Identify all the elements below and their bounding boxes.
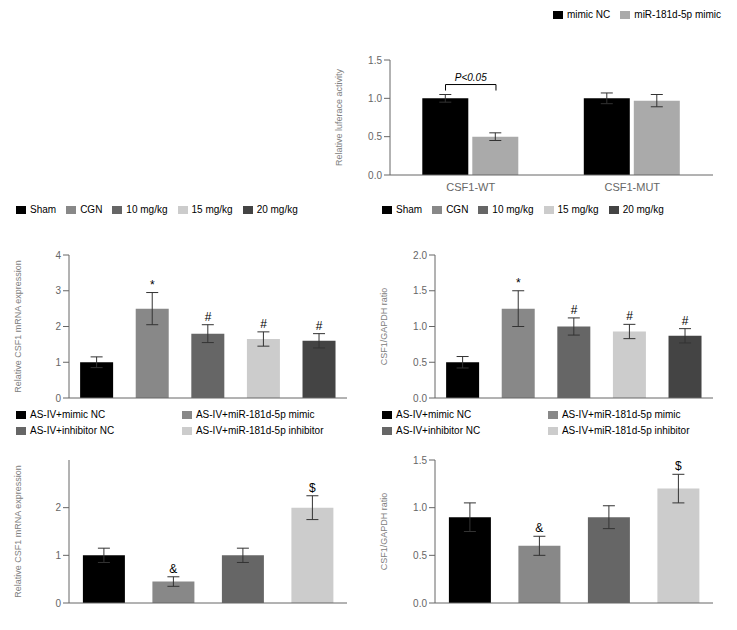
- html-text:AS-IV+miR-181d-5p mimic: AS-IV+miR-181d-5p mimic: [195, 409, 315, 420]
- svg-text:1.5: 1.5: [413, 285, 427, 296]
- html-text:miR-181d-5p mimic: miR-181d-5p mimic: [634, 9, 721, 20]
- html-text:mimic NC: mimic NC: [567, 9, 611, 20]
- svg-text:0.5: 0.5: [413, 357, 427, 368]
- html-text:AS-IV+miR-181d-5p inhibitor: AS-IV+miR-181d-5p inhibitor: [561, 425, 690, 436]
- svg-text:#: #: [626, 309, 633, 323]
- svg-text:0.5: 0.5: [368, 131, 382, 142]
- svg-text:0: 0: [55, 393, 61, 404]
- html-text:AS-IV+inhibitor NC: AS-IV+inhibitor NC: [396, 425, 481, 436]
- svg-text:1.5: 1.5: [368, 55, 382, 66]
- html-text:AS-IV+miR-181d-5p inhibitor: AS-IV+miR-181d-5p inhibitor: [195, 425, 324, 436]
- svg-text:3: 3: [55, 285, 61, 296]
- svg-text:CSF1-WT: CSF1-WT: [446, 181, 495, 193]
- svg-text:2.0: 2.0: [413, 250, 427, 261]
- svg-text:CSF1-MUT: CSF1-MUT: [604, 181, 660, 193]
- html-text:15 mg/kg: 15 mg/kg: [557, 204, 599, 215]
- svg-text:0.0: 0.0: [368, 170, 382, 181]
- svg-text:*: *: [516, 276, 521, 290]
- svg-text:Relative luferace activity: Relative luferace activity: [334, 68, 344, 166]
- html-text:10 mg/kg: 10 mg/kg: [492, 204, 534, 215]
- svg-text:4: 4: [55, 250, 61, 261]
- svg-text:1.5: 1.5: [413, 455, 427, 466]
- svg-text:Relative CSF1 mRNA expression: Relative CSF1 mRNA expression: [13, 465, 23, 598]
- svg-text:1: 1: [55, 550, 61, 561]
- html-text:AS-IV+inhibitor NC: AS-IV+inhibitor NC: [30, 425, 115, 436]
- svg-text:0: 0: [55, 598, 61, 609]
- svg-text:&: &: [535, 521, 543, 535]
- html-text:15 mg/kg: 15 mg/kg: [191, 204, 233, 215]
- svg-text:CSF1/GAPDH ratio: CSF1/GAPDH ratio: [379, 493, 389, 571]
- svg-text:1: 1: [55, 357, 61, 368]
- svg-text:0.0: 0.0: [413, 393, 427, 404]
- svg-text:1.0: 1.0: [368, 93, 382, 104]
- html-text:CGN: CGN: [80, 204, 103, 215]
- html-text:Sham: Sham: [396, 204, 423, 215]
- html-text:Sham: Sham: [30, 204, 57, 215]
- svg-text:#: #: [260, 317, 267, 331]
- html-text:AS-IV+mimic NC: AS-IV+mimic NC: [396, 409, 472, 420]
- svg-text:$: $: [309, 481, 316, 495]
- svg-text:CSF1/GAPDH ratio: CSF1/GAPDH ratio: [379, 288, 389, 366]
- svg-text:#: #: [316, 319, 323, 333]
- html-text:20 mg/kg: 20 mg/kg: [256, 204, 298, 215]
- svg-text:$: $: [675, 459, 682, 473]
- html-text:CGN: CGN: [446, 204, 469, 215]
- svg-text:#: #: [571, 303, 578, 317]
- svg-text:Relative CSF1 mRNA expression: Relative CSF1 mRNA expression: [13, 260, 23, 393]
- svg-text:0.5: 0.5: [413, 550, 427, 561]
- svg-text:&: &: [169, 562, 177, 576]
- svg-text:#: #: [682, 314, 689, 328]
- svg-text:P<0.05: P<0.05: [455, 72, 487, 83]
- svg-text:#: #: [205, 310, 212, 324]
- svg-text:1.0: 1.0: [413, 502, 427, 513]
- html-text:20 mg/kg: 20 mg/kg: [622, 204, 664, 215]
- svg-text:*: *: [150, 278, 155, 292]
- html-text:10 mg/kg: 10 mg/kg: [126, 204, 168, 215]
- svg-text:2: 2: [55, 321, 61, 332]
- html-text:AS-IV+miR-181d-5p mimic: AS-IV+miR-181d-5p mimic: [561, 409, 681, 420]
- svg-text:1.0: 1.0: [413, 321, 427, 332]
- svg-text:0.0: 0.0: [413, 598, 427, 609]
- html-text:AS-IV+mimic NC: AS-IV+mimic NC: [30, 409, 106, 420]
- svg-text:2: 2: [55, 502, 61, 513]
